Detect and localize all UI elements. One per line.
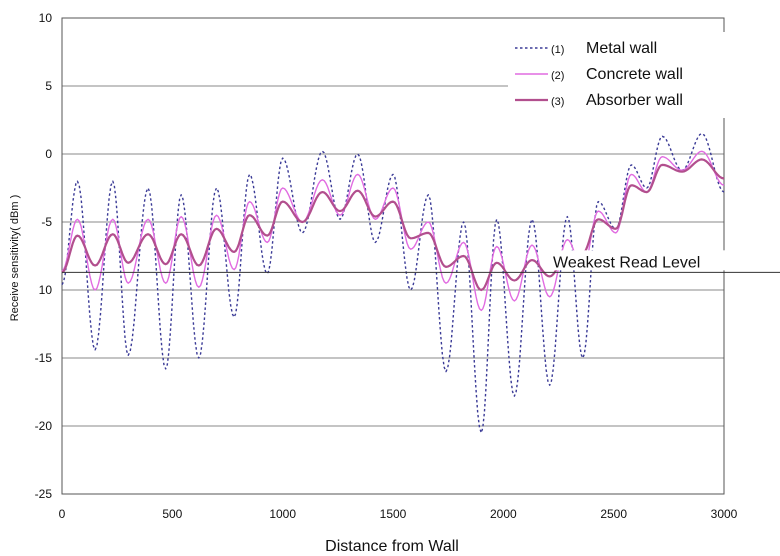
series-line-1 [61,132,725,434]
reference-label-background [550,250,780,271]
legend-entry-1: (1) Metal wall [551,40,657,57]
legend-box [508,32,780,118]
x-tick-label: 2000 [490,507,517,521]
y-tick-label: 5 [45,79,52,93]
x-tick-label: 2500 [600,507,627,521]
y-tick-label: 10 [39,11,53,25]
y-tick-label: -25 [35,487,53,501]
y-tick-label: 0 [45,147,52,161]
x-tick-label: 500 [162,507,182,521]
x-tick-label: 3000 [711,507,738,521]
x-tick-label: 0 [59,507,66,521]
legend-entry-2: (2) Concrete wall [551,66,683,83]
y-tick-label: -5 [41,215,52,229]
y-tick-label: -15 [35,351,53,365]
reference-line-group: Weakest Read Level [62,250,780,273]
y-tick-label: -20 [35,419,53,433]
legend: (1) Metal wall (2) Concrete wall (3) Absor… [508,32,780,118]
legend-entry-3: (3) Absorber wall [551,92,683,109]
x-tick-label: 1500 [380,507,407,521]
weakest-read-level-label: Weakest Read Level [553,254,700,271]
series-line-3 [61,158,725,292]
y-axis-ticks: 10 5 0 -5 10 -15 -20 -25 [35,11,53,501]
x-tick-label: 1000 [269,507,296,521]
y-tick-label: 10 [39,283,53,297]
x-axis-ticks: 0 500 1000 1500 2000 2500 3000 [59,507,738,521]
x-axis-title: Distance from Wall [325,538,459,555]
series-lines [61,132,725,434]
y-axis-title: Receive sensitivity( dBm ) [9,195,21,322]
